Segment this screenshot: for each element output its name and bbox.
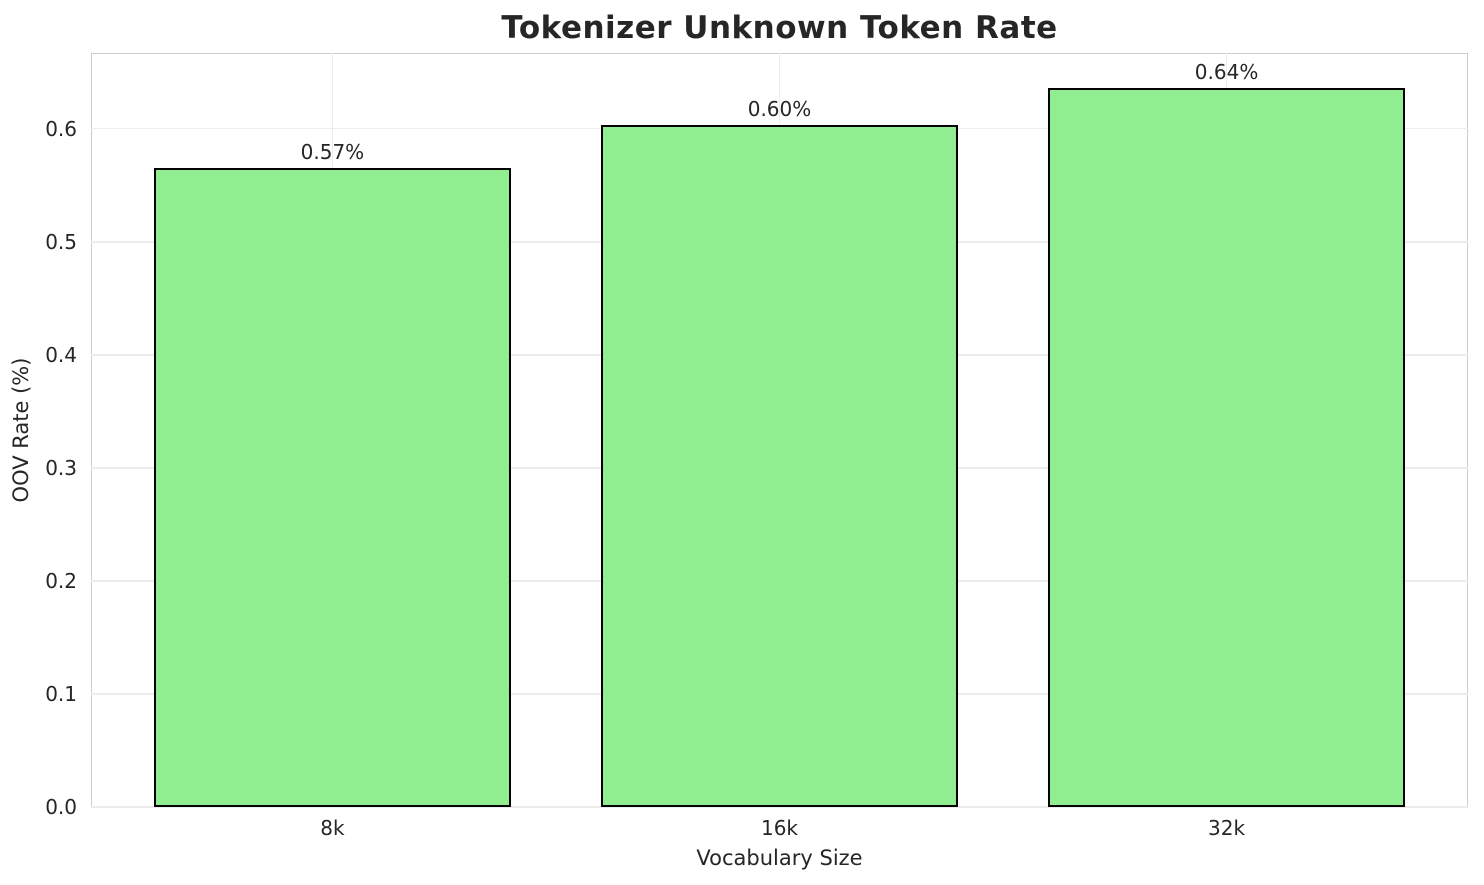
y-tick-label: 0.3 [45, 455, 77, 480]
bar-value-label: 0.60% [747, 97, 812, 122]
x-tick-label: 8k [320, 816, 345, 840]
x-tick-label: 16k [760, 816, 799, 840]
y-tick-label: 0.6 [45, 116, 77, 141]
y-tick-label: 0.2 [45, 568, 77, 593]
chart-title: Tokenizer Unknown Token Rate [501, 10, 1058, 46]
y-tick-label: 0.4 [45, 342, 77, 367]
bar-32k [1047, 88, 1406, 807]
bar-value-label: 0.57% [300, 140, 365, 165]
bar-16k [600, 125, 959, 807]
x-axis-label: Vocabulary Size [696, 846, 863, 870]
bar-value-label: 0.64% [1194, 60, 1259, 85]
bar-8k [153, 168, 512, 807]
y-tick-label: 0.1 [45, 681, 77, 706]
gridline-horizontal [91, 806, 1468, 808]
y-tick-label: 0.5 [45, 229, 77, 254]
x-tick-label: 32k [1208, 816, 1246, 840]
y-tick-label: 0.0 [45, 795, 77, 819]
